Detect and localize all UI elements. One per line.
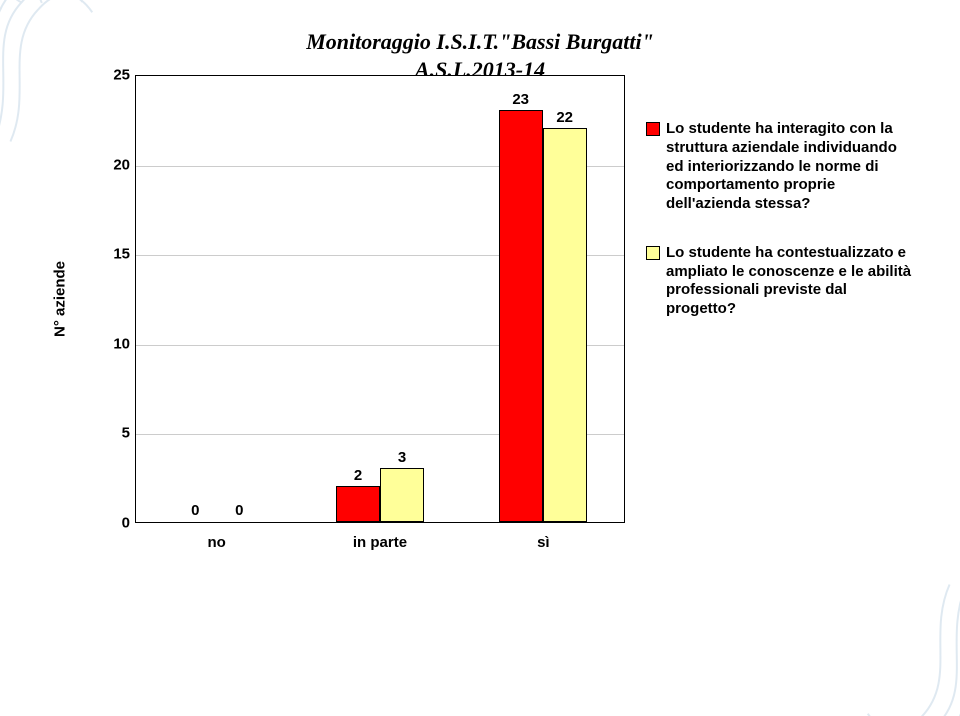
bar-value-label: 0 xyxy=(191,502,199,519)
bars-container: 00232322 xyxy=(136,76,624,522)
ornament-strokes xyxy=(848,580,960,716)
bar-value-label: 0 xyxy=(235,502,243,519)
legend-text: Lo studente ha interagito con la struttu… xyxy=(666,120,916,214)
legend-swatch xyxy=(646,246,660,260)
legend-swatch xyxy=(646,122,660,136)
legend-item: Lo studente ha contestualizzato e amplia… xyxy=(646,244,926,319)
x-labels: noin partesì xyxy=(135,528,625,551)
legend-item: Lo studente ha interagito con la struttu… xyxy=(646,120,926,214)
chart-title-line1: Monitoraggio I.S.I.T."Bassi Burgatti" xyxy=(306,28,654,56)
bg-ornament-bottom-right xyxy=(835,575,960,716)
bar-value-label: 3 xyxy=(398,449,406,466)
y-ticks: 0510152025 xyxy=(95,75,130,523)
ornament-svg xyxy=(835,575,960,716)
legend: Lo studente ha interagito con la struttu… xyxy=(646,120,926,349)
y-tick-label: 5 xyxy=(95,425,130,442)
category-group: 00 xyxy=(136,76,299,522)
bar: 3 xyxy=(380,468,424,522)
bar-value-label: 22 xyxy=(556,109,573,126)
y-tick-label: 0 xyxy=(95,515,130,532)
bar: 23 xyxy=(499,110,543,522)
x-category-label: in parte xyxy=(298,528,461,551)
x-category-label: no xyxy=(135,528,298,551)
y-tick-label: 10 xyxy=(95,335,130,352)
bar: 22 xyxy=(543,128,587,522)
bar: 2 xyxy=(336,486,380,522)
category-group: 23 xyxy=(299,76,462,522)
y-tick-label: 20 xyxy=(95,156,130,173)
category-group: 2322 xyxy=(461,76,624,522)
legend-text: Lo studente ha contestualizzato e amplia… xyxy=(666,244,916,319)
y-axis-title: N° aziende xyxy=(52,261,69,337)
bar-value-label: 2 xyxy=(354,467,362,484)
y-tick-label: 15 xyxy=(95,246,130,263)
x-category-label: sì xyxy=(462,528,625,551)
y-tick-label: 25 xyxy=(95,67,130,84)
bar-value-label: 23 xyxy=(512,91,529,108)
plot-area: 00232322 xyxy=(135,75,625,523)
